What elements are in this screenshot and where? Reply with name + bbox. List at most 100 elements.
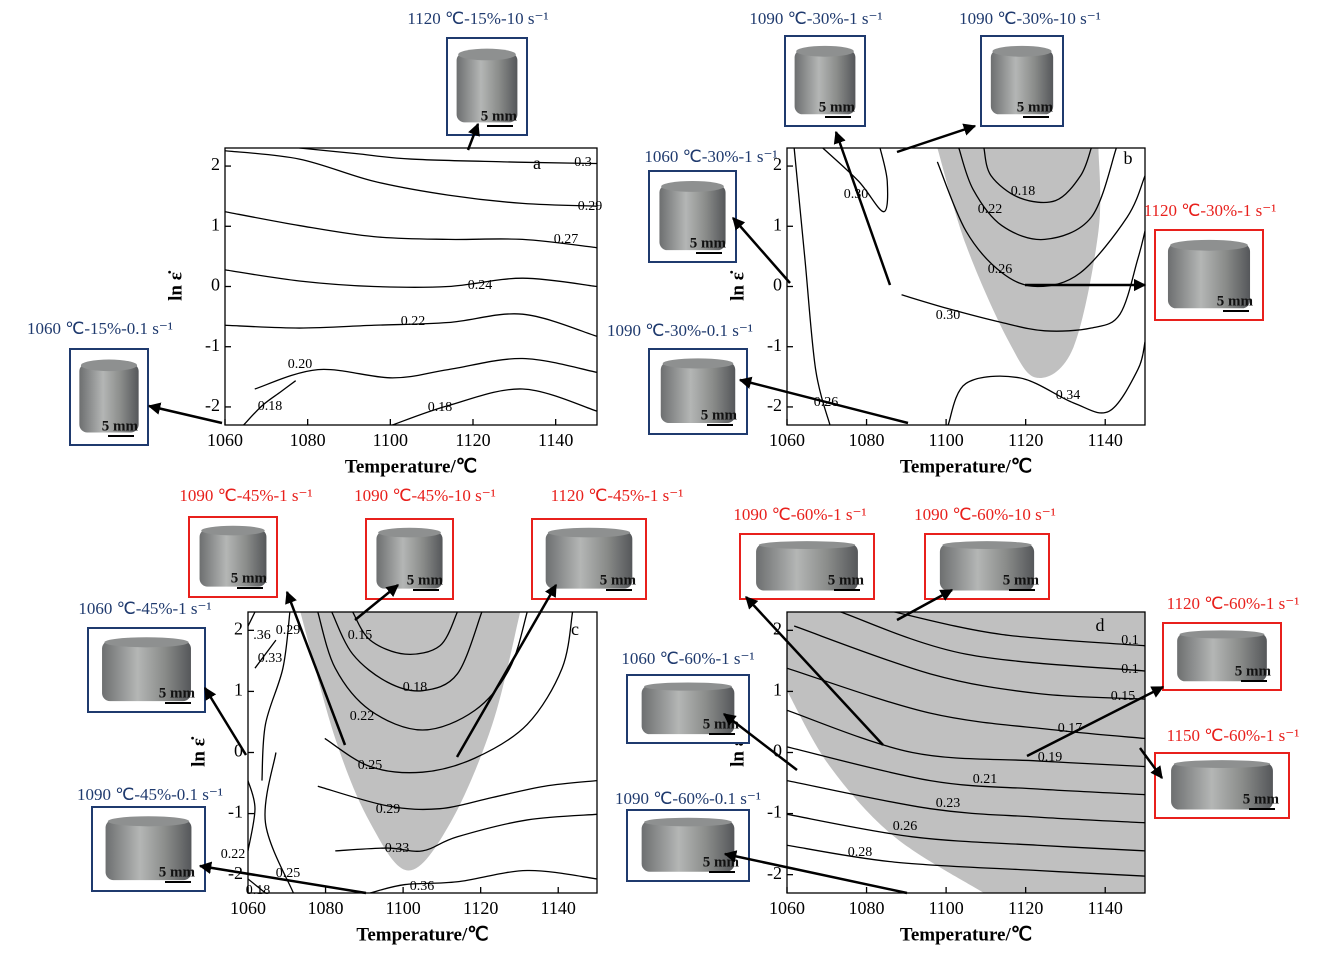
x-tick-label: 1080	[849, 430, 885, 450]
contour-line	[392, 389, 597, 425]
x-tick-label: 1080	[849, 898, 885, 918]
sample-label: 1060 ℃-45%-1 s⁻¹	[78, 599, 211, 618]
sample-label: 1120 ℃-60%-1 s⁻¹	[1167, 594, 1300, 613]
instability-region	[300, 612, 520, 871]
contour-line	[370, 870, 597, 893]
x-tick-label: 1140	[1088, 430, 1123, 450]
sample-label: 1060 ℃-15%-0.1 s⁻¹	[27, 319, 173, 338]
x-tick-label: 1080	[290, 430, 326, 450]
contour-label: 0.24	[468, 278, 493, 293]
contour-label: 0.25	[358, 758, 383, 773]
contour-label: 0.19	[1038, 750, 1063, 765]
x-tick-label: 1120	[1008, 898, 1043, 918]
x-tick-label: 1060	[230, 898, 266, 918]
sample-top	[644, 818, 732, 827]
contour-label: 0.30	[936, 308, 961, 323]
y-axis-title: ln ε̇	[188, 736, 209, 767]
contour-line	[248, 781, 255, 851]
sample-top	[661, 181, 724, 192]
contour-label: 0.3	[574, 155, 592, 170]
sample-top	[378, 528, 441, 538]
y-tick-label: 1	[773, 680, 782, 700]
scale-label: 5 mm	[600, 572, 637, 588]
figure: 0.30.290.270.240.220.200.180.18106010801…	[0, 0, 1329, 961]
contour-label: 0.15	[348, 628, 373, 643]
x-tick-label: 1120	[455, 430, 490, 450]
contour-label: 0.36	[410, 879, 435, 894]
contour-label: 0.21	[973, 772, 998, 787]
plot-area	[787, 612, 1145, 893]
sample-top	[104, 637, 188, 647]
scale-label: 5 mm	[159, 864, 196, 880]
x-tick-label: 1080	[308, 898, 344, 918]
y-axis-title: ln ε̇	[165, 270, 186, 301]
x-tick-label: 1120	[463, 898, 498, 918]
contour-label: 0.23	[936, 796, 961, 811]
sample-label: 1060 ℃-30%-1 s⁻¹	[644, 147, 777, 166]
sample-label: 1090 ℃-60%-1 s⁻¹	[733, 505, 866, 524]
panel-label: a	[533, 153, 541, 173]
scale-label: 5 mm	[690, 235, 727, 251]
x-tick-label: 1060	[769, 430, 805, 450]
sample-label: 1150 ℃-60%-1 s⁻¹	[1167, 726, 1300, 745]
contour-label: 0.18	[258, 399, 283, 414]
x-axis-title: Temperature/℃	[900, 456, 1032, 477]
scale-label: 5 mm	[819, 99, 856, 115]
x-axis-title: Temperature/℃	[356, 924, 488, 945]
x-tick-label: 1140	[1088, 898, 1123, 918]
x-tick-label: 1140	[538, 430, 573, 450]
x-axis-title: Temperature/℃	[345, 456, 477, 477]
sample-top	[201, 526, 264, 536]
contour-label: 0.29	[376, 802, 401, 817]
x-tick-label: 1060	[207, 430, 243, 450]
contour-label: 0.1	[1121, 662, 1139, 677]
scale-label: 5 mm	[701, 407, 738, 423]
y-tick-label: 1	[234, 680, 243, 700]
contour-label: 0.22	[350, 709, 375, 724]
contour-label: 0.1	[1121, 633, 1139, 648]
x-tick-label: 1060	[769, 898, 805, 918]
contour-label: 0.22	[401, 314, 426, 329]
scale-label: 5 mm	[407, 572, 444, 588]
contour-label: 0.33	[258, 651, 283, 666]
contour-label: .36	[253, 628, 271, 643]
scale-label: 5 mm	[1235, 663, 1272, 679]
panel-label: d	[1096, 615, 1105, 635]
sample-top	[942, 541, 1031, 549]
sample-label: 1090 ℃-45%-0.1 s⁻¹	[77, 785, 223, 804]
panel-label: b	[1124, 148, 1133, 168]
x-tick-label: 1100	[385, 898, 420, 918]
y-tick-label: 1	[211, 214, 220, 234]
scale-label: 5 mm	[1003, 572, 1040, 588]
sample-top	[759, 541, 855, 549]
sample-top	[644, 682, 732, 690]
sample-label: 1060 ℃-60%-1 s⁻¹	[621, 649, 754, 668]
sample-top	[81, 360, 137, 372]
sample-label: 1120 ℃-45%-1 s⁻¹	[551, 486, 684, 505]
sample-label: 1090 ℃-60%-0.1 s⁻¹	[615, 789, 761, 808]
sample-top	[108, 816, 189, 826]
y-tick-label: 0	[773, 275, 782, 295]
sample-top	[663, 358, 734, 368]
y-tick-label: -1	[767, 802, 782, 822]
y-tick-label: -1	[205, 335, 220, 355]
sample-label: 1120 ℃-30%-1 s⁻¹	[1144, 201, 1277, 220]
sample-top	[1174, 760, 1270, 768]
scale-label: 5 mm	[1017, 99, 1054, 115]
y-tick-label: 0	[211, 275, 220, 295]
y-tick-label: 1	[773, 214, 782, 234]
scale-label: 5 mm	[703, 716, 740, 732]
contour-line	[225, 270, 597, 287]
scale-label: 5 mm	[159, 685, 196, 701]
sample-label: 1090 ℃-30%-1 s⁻¹	[749, 9, 882, 28]
contour-label: 0.27	[554, 232, 579, 247]
x-tick-label: 1100	[928, 898, 963, 918]
sample-top	[458, 49, 516, 61]
contour-label: 0.28	[848, 845, 873, 860]
sample-top	[548, 528, 630, 538]
sample-label: 1090 ℃-60%-10 s⁻¹	[914, 505, 1056, 524]
scale-label: 5 mm	[481, 108, 518, 124]
plot-area	[225, 148, 597, 425]
contour-label: 0.29	[578, 199, 603, 214]
contour-line	[299, 148, 597, 164]
